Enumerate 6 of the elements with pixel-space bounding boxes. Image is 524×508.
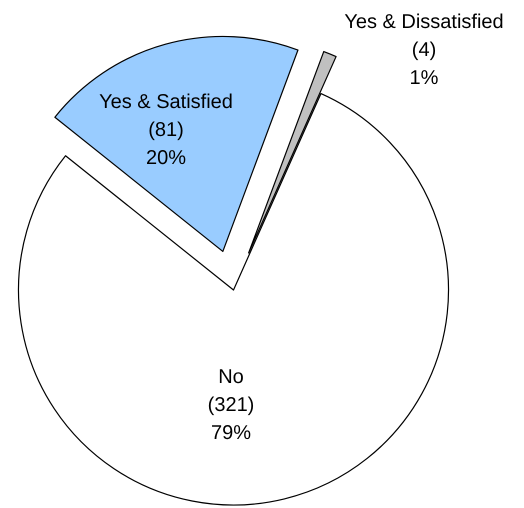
slice-label: Yes & Satisfied [99, 91, 233, 113]
data-label: (4) 1% [410, 39, 439, 89]
slice-label: Yes & Dissatisfied [344, 11, 504, 33]
data-label: (321) 79% [208, 394, 254, 444]
data-label: (81) 20% [146, 119, 186, 169]
slice-label: No [218, 366, 244, 388]
